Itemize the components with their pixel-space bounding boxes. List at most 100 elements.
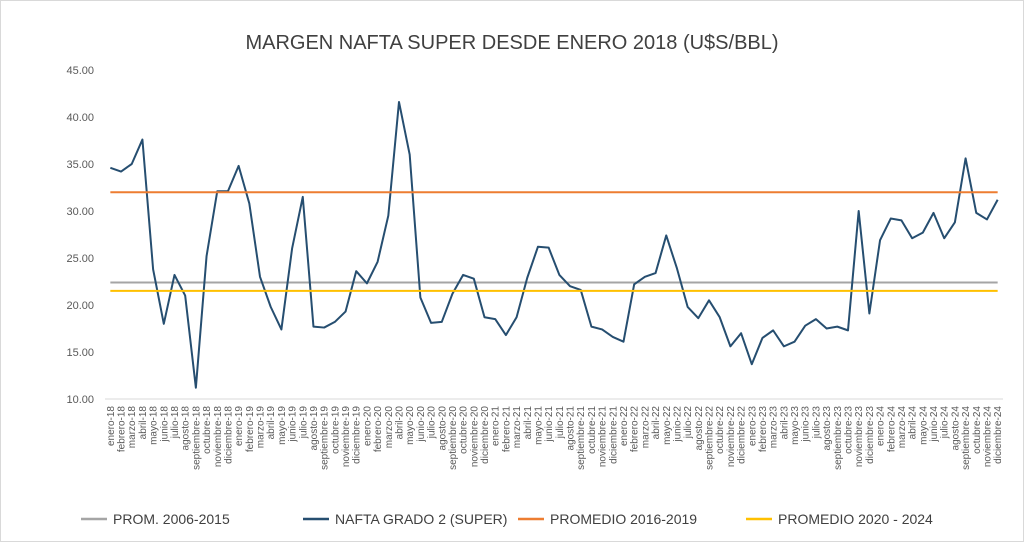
x-tick-label: septiembre-22 — [705, 406, 716, 470]
x-tick-label: febrero-24 — [886, 406, 897, 453]
x-tick-label: noviembre-20 — [469, 406, 480, 468]
x-tick-label: enero-20 — [362, 406, 373, 446]
x-tick-label: septiembre-18 — [191, 406, 202, 470]
x-tick-label: diciembre-24 — [993, 406, 1004, 464]
x-tick-label: octubre-24 — [972, 406, 983, 454]
x-tick-label: abril-23 — [779, 406, 790, 440]
y-tick-label: 15.00 — [66, 347, 94, 359]
x-tick-label: febrero-22 — [630, 406, 641, 453]
x-tick-label: junio-22 — [672, 406, 683, 443]
x-tick-label: mayo-24 — [918, 406, 929, 445]
x-tick-label: septiembre-23 — [833, 406, 844, 470]
x-tick-label: julio-24 — [940, 406, 951, 440]
x-tick-label: junio-19 — [288, 406, 299, 443]
x-tick-label: octubre-20 — [459, 406, 470, 454]
x-tick-label: agosto-21 — [566, 406, 577, 451]
legend-label: PROMEDIO 2016-2019 — [550, 511, 697, 527]
x-tick-label: julio-18 — [170, 406, 181, 440]
x-tick-label: agosto-23 — [822, 406, 833, 451]
x-tick-label: marzo-22 — [640, 406, 651, 449]
x-tick-label: junio-23 — [801, 406, 812, 443]
x-tick-label: abril-20 — [394, 406, 405, 440]
x-tick-label: octubre-21 — [587, 406, 598, 454]
x-tick-label: marzo-19 — [256, 406, 267, 449]
x-tick-label: febrero-18 — [117, 406, 128, 453]
x-tick-label: abril-24 — [908, 406, 919, 440]
x-tick-label: noviembre-21 — [598, 406, 609, 468]
legend-label: NAFTA GRADO 2 (SUPER) — [335, 511, 507, 527]
x-tick-label: febrero-19 — [245, 406, 256, 453]
chart-title: MARGEN NAFTA SUPER DESDE ENERO 2018 (U$S… — [245, 32, 778, 54]
y-tick-label: 10.00 — [66, 394, 94, 406]
legend: PROM. 2006-2015 NAFTA GRADO 2 (SUPER) PROM… — [81, 511, 933, 527]
x-tick-label: abril-22 — [651, 406, 662, 440]
x-tick-label: junio-24 — [929, 406, 940, 443]
x-tick-label: septiembre-24 — [961, 406, 972, 470]
x-tick-label: octubre-18 — [202, 406, 213, 454]
x-tick-label: diciembre-23 — [865, 406, 876, 464]
x-tick-label: marzo-21 — [512, 406, 523, 449]
x-tick-label: enero-23 — [747, 406, 758, 446]
series-line-nafta-super — [110, 100, 999, 389]
y-tick-label: 40.00 — [66, 112, 94, 124]
x-tick-label: febrero-20 — [373, 406, 384, 453]
x-tick-label: julio-23 — [811, 406, 822, 440]
x-tick-label: mayo-23 — [790, 406, 801, 445]
x-tick-label: octubre-22 — [715, 406, 726, 454]
x-tick-label: noviembre-23 — [854, 406, 865, 468]
series-layer — [110, 100, 999, 389]
x-tick-label: octubre-23 — [843, 406, 854, 454]
x-tick-label: marzo-23 — [769, 406, 780, 449]
x-tick-label: diciembre-20 — [480, 406, 491, 464]
x-tick-label: marzo-20 — [384, 406, 395, 449]
x-tick-label: abril-18 — [138, 406, 149, 440]
x-tick-label: mayo-21 — [533, 406, 544, 445]
y-tick-label: 20.00 — [66, 300, 94, 312]
x-tick-label: septiembre-20 — [448, 406, 459, 470]
x-tick-label: mayo-18 — [149, 406, 160, 445]
x-tick-label: septiembre-19 — [320, 406, 331, 470]
legend-label: PROMEDIO 2020 - 2024 — [778, 511, 933, 527]
x-tick-label: abril-21 — [523, 406, 534, 440]
x-tick-label: agosto-20 — [437, 406, 448, 451]
x-tick-label: agosto-19 — [309, 406, 320, 451]
y-tick-label: 45.00 — [66, 65, 94, 77]
x-tick-label: enero-24 — [876, 406, 887, 446]
x-tick-label: julio-21 — [555, 406, 566, 440]
x-tick-label: mayo-19 — [277, 406, 288, 445]
y-axis: 10.00 15.00 20.00 25.00 30.00 35.00 40.00 45.00 — [66, 65, 94, 406]
x-tick-label: mayo-20 — [405, 406, 416, 445]
x-tick-label: febrero-23 — [758, 406, 769, 453]
x-tick-label: diciembre-19 — [352, 406, 363, 464]
y-tick-label: 25.00 — [66, 253, 94, 265]
x-tick-label: febrero-21 — [501, 406, 512, 453]
x-tick-label: mayo-22 — [662, 406, 673, 445]
x-tick-label: enero-21 — [491, 406, 502, 446]
x-tick-label: marzo-24 — [897, 406, 908, 449]
x-tick-label: junio-21 — [544, 406, 555, 443]
legend-label: PROM. 2006-2015 — [113, 511, 230, 527]
x-tick-label: agosto-22 — [694, 406, 705, 451]
x-tick-label: enero-18 — [106, 406, 117, 446]
x-tick-label: diciembre-18 — [223, 406, 234, 464]
x-tick-label: noviembre-19 — [341, 406, 352, 468]
x-axis: enero-18 febrero-18 marzo-18 abril-18 mayo-1… — [105, 398, 1004, 470]
x-tick-label: julio-22 — [683, 406, 694, 440]
x-tick-label: junio-20 — [416, 406, 427, 443]
x-tick-label: julio-19 — [298, 406, 309, 440]
x-tick-label: octubre-19 — [330, 406, 341, 454]
x-tick-label: agosto-24 — [950, 406, 961, 451]
y-tick-label: 30.00 — [66, 206, 94, 218]
x-tick-label: julio-20 — [427, 406, 438, 440]
x-tick-label: abril-19 — [266, 406, 277, 440]
x-tick-label: noviembre-24 — [982, 406, 993, 468]
x-tick-label: noviembre-18 — [213, 406, 224, 468]
x-tick-label: diciembre-21 — [608, 406, 619, 464]
x-tick-label: diciembre-22 — [737, 406, 748, 464]
x-tick-label: enero-22 — [619, 406, 630, 446]
x-tick-label: septiembre-21 — [576, 406, 587, 470]
x-tick-label: noviembre-22 — [726, 406, 737, 468]
x-tick-label: agosto-18 — [181, 406, 192, 451]
